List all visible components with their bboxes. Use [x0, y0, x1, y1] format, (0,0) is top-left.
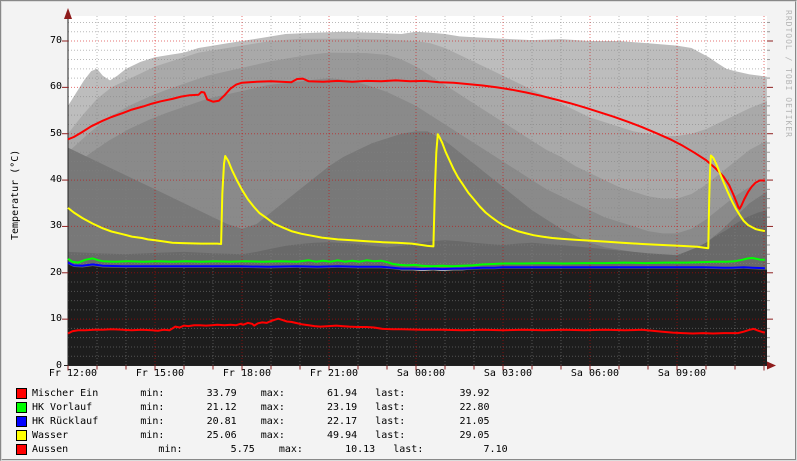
- y-tick-label: 60: [49, 81, 62, 93]
- x-tick-label: Fr 21:00: [309, 368, 359, 379]
- y-tick-label: 70: [49, 35, 62, 46]
- y-tick-label: 30: [49, 220, 62, 232]
- y-axis-title: Temperatur (°C): [10, 149, 21, 240]
- shadow-layer-6-area: [68, 210, 767, 270]
- y-tick-label: 20: [49, 266, 62, 278]
- series-line-mischer-ein: [67, 77, 765, 210]
- series-line-hk-r-cklauf: [67, 261, 765, 271]
- legend-swatch: [16, 444, 27, 455]
- legend-text: HK Rücklauf min: 20.81 max: 22.17 last: …: [32, 416, 490, 427]
- legend-text: Wasser min: 25.06 max: 49.94 last: 29.05: [32, 430, 490, 441]
- rrdtool-watermark: RRDTOOL / TOBI OETIKER: [784, 10, 793, 138]
- y-tick-label: 50: [49, 127, 62, 139]
- x-tick-label: Sa 06:00: [570, 368, 620, 379]
- series-line-aussen: [67, 317, 766, 335]
- legend-text: Mischer Ein min: 33.79 max: 61.94 last: …: [32, 388, 490, 399]
- x-tick-label: Sa 00:00: [396, 368, 446, 379]
- legend-swatch: [16, 402, 27, 413]
- series-line-hk-vorlauf: [67, 257, 765, 268]
- legend-swatch: [16, 416, 27, 427]
- x-tick-label: Fr 12:00: [48, 368, 98, 379]
- x-tick-label: Sa 03:00: [483, 368, 533, 379]
- legend-swatch: [16, 430, 27, 441]
- y-axis-arrow: [64, 8, 72, 19]
- series-line-wasser: [67, 133, 766, 250]
- x-tick-label: Sa 09:00: [657, 368, 707, 379]
- legend-text: HK Vorlauf min: 21.12 max: 23.19 last: 2…: [32, 402, 490, 413]
- y-tick-label: 10: [49, 313, 62, 325]
- x-tick-label: Fr 15:00: [135, 368, 185, 379]
- x-tick-label: Fr 18:00: [222, 368, 272, 379]
- legend-swatch: [16, 388, 27, 399]
- legend-text: Aussen min: 5.75 max: 10.13 last: 7.10: [32, 444, 508, 455]
- room-band-area: [68, 264, 767, 366]
- y-tick-label: 0: [55, 359, 62, 371]
- y-tick-label: 40: [49, 174, 62, 186]
- x-axis-arrow: [767, 361, 776, 370]
- plot-area: [62, 8, 776, 371]
